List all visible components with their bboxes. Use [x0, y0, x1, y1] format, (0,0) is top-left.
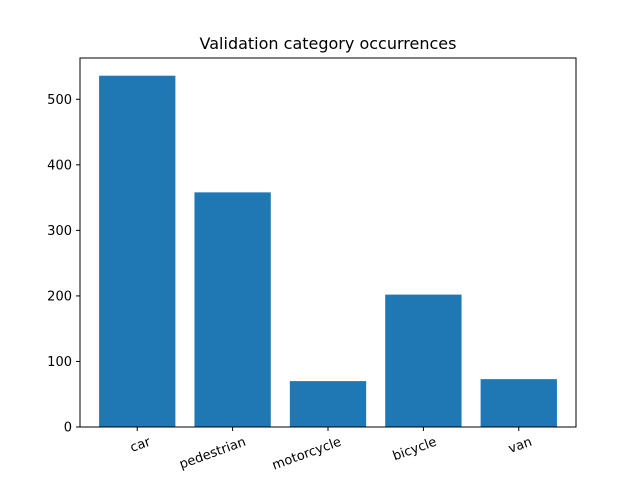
- x-tick-label: pedestrian: [178, 435, 248, 473]
- x-tick-label: car: [128, 434, 153, 455]
- y-tick-label: 100: [47, 355, 72, 370]
- bar-bicycle: [385, 294, 462, 427]
- y-tick-label: 300: [47, 224, 72, 239]
- bar-motorcycle: [289, 381, 367, 427]
- chart-title: Validation category occurrences: [200, 34, 457, 53]
- y-tick-label: 500: [47, 93, 72, 108]
- x-tick-label: van: [507, 435, 535, 457]
- bar-pedestrian: [194, 192, 271, 427]
- bar-van: [480, 379, 557, 427]
- bar-car: [99, 75, 176, 427]
- x-tick-label: motorcycle: [270, 435, 343, 474]
- x-tick-label: bicycle: [391, 435, 439, 465]
- x-axis: car pedestrian motorcycle bicycle van: [128, 427, 534, 473]
- plot-frame: [79, 57, 577, 428]
- y-tick-label: 0: [64, 421, 72, 436]
- y-tick-label: 200: [47, 289, 72, 304]
- y-axis: 0 100 200 300 400 500: [47, 93, 80, 436]
- bars-group: [99, 75, 557, 427]
- y-tick-label: 400: [47, 158, 72, 173]
